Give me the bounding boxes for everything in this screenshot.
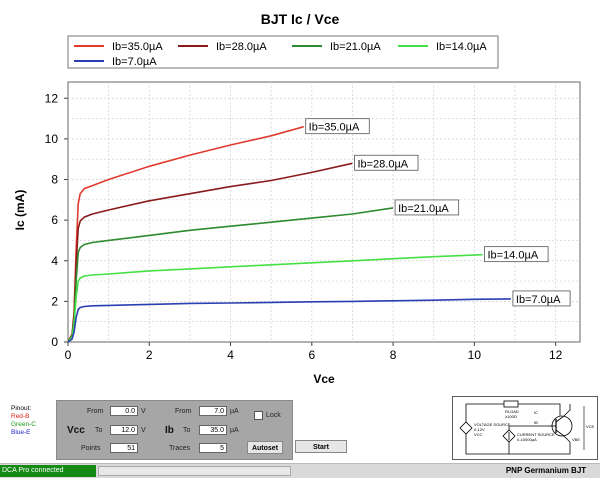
x-tick-label: 4 (227, 348, 234, 362)
x-tick-label: 2 (146, 348, 153, 362)
legend-box (67, 35, 499, 69)
vcc-from-unit: V (141, 408, 146, 415)
legend-entry-2: Ib=28.0µA (216, 41, 267, 53)
y-tick-label: 0 (51, 335, 58, 349)
rload-value-text: ≥100Ω (505, 414, 517, 419)
lock-checkbox[interactable] (254, 411, 263, 420)
series-line-5 (67, 298, 511, 343)
y-tick-label: 10 (45, 132, 59, 146)
y-tick-label: 12 (45, 91, 59, 105)
x-tick-label: 6 (308, 348, 315, 362)
vcc-to-label: To (95, 427, 103, 434)
pinout-title: Pinout: (11, 405, 32, 412)
vcc-to-field[interactable]: 12.0 (110, 425, 138, 435)
x-tick-label: 8 (390, 348, 397, 362)
points-label: Points (81, 445, 101, 452)
start-button[interactable]: Start (295, 440, 347, 453)
traces-field[interactable]: 5 (199, 443, 227, 453)
current-range-text: 0-10000µA (517, 437, 537, 442)
ib-to-label: To (183, 427, 191, 434)
progress-bar (98, 466, 291, 476)
x-tick-label: 12 (549, 348, 563, 362)
device-type: PNP Germanium BJT (505, 466, 587, 475)
series-label-box-2 (354, 154, 419, 171)
x-axis-label: Vce (313, 372, 335, 386)
legend: Ib=35.0µA Ib=28.0µA Ib=21.0µA Ib=14.0µA Ib=7… (74, 41, 487, 68)
lock-label: Lock (266, 412, 281, 419)
points-field[interactable]: 51 (110, 443, 138, 453)
ib-to-unit: µA (230, 427, 239, 434)
series-data-label-3: Ib=21.0µA (398, 203, 449, 215)
x-tick-label: 10 (468, 348, 482, 362)
vce-circuit-text: VCE (586, 424, 595, 429)
series-data-label-4: Ib=14.0µA (487, 250, 538, 262)
legend-entry-1: Ib=35.0µA (112, 41, 163, 53)
y-tick-label: 4 (51, 254, 58, 268)
axes: 0 2 4 6 8 10 12 0 2 4 6 8 10 12 (45, 91, 563, 362)
ib-from-field[interactable]: 7.0 (199, 406, 227, 416)
ib-from-label: From (175, 408, 192, 415)
control-panel: From 0.0 V Vcc To 12.0 V Points 51 From … (56, 400, 293, 460)
pinout-red: Red-B (11, 413, 30, 420)
vcc-to-unit: V (141, 427, 146, 434)
current-source-text: CURRENT SOURCE (517, 432, 555, 437)
series-label-box-1 (305, 118, 370, 135)
circuit-diagram: RLOAD ≥100Ω IC IB VOLTAGE SOURCE 0-12V V… (452, 396, 598, 460)
x-tick-label: 0 (65, 348, 72, 362)
status-bar: DCA Pro connected PNP Germanium BJT (0, 463, 600, 478)
ic-text: IC (534, 410, 538, 415)
pinout-blue: Blue-E (11, 429, 31, 436)
chart-area: BJT Ic / Vce 0 2 4 6 8 10 12 0 2 4 6 8 10 12 Ib=35.0µ… (13, 11, 581, 386)
series-data-label-5: Ib=7.0µA (516, 294, 561, 306)
pinout-green: Green-C (11, 421, 36, 428)
data-series: Ib=35.0µA Ib=28.0µA Ib=21.0µA Ib=14.0µA Ib=7… (67, 118, 571, 343)
chart-title: BJT Ic / Vce (261, 11, 340, 27)
y-tick-label: 6 (51, 213, 58, 227)
autoset-button[interactable]: Autoset (247, 441, 283, 454)
rload-text: RLOAD (505, 409, 519, 414)
vcc-label: Vcc (67, 425, 85, 436)
legend-entry-4: Ib=14.0µA (436, 41, 487, 53)
series-line-4 (67, 253, 483, 343)
series-data-label-1: Ib=35.0µA (309, 122, 360, 134)
vcc-from-field[interactable]: 0.0 (110, 406, 138, 416)
vcc-from-label: From (87, 408, 104, 415)
ib-label: Ib (165, 425, 174, 436)
series-label-box-5 (512, 290, 571, 307)
legend-entry-5: Ib=7.0µA (112, 56, 157, 68)
y-axis-label: Ic (mA) (13, 190, 27, 231)
vcc-circuit-text: VCC (474, 432, 483, 437)
ib-to-field[interactable]: 35.0 (199, 425, 227, 435)
voltage-range-text: 0-12V (474, 427, 485, 432)
ib-from-unit: µA (230, 408, 239, 415)
voltage-source-text: VOLTAGE SOURCE (474, 422, 511, 427)
legend-entry-3: Ib=21.0µA (330, 41, 381, 53)
vbe-text: VBE (572, 437, 580, 442)
series-label-box-4 (484, 246, 549, 263)
y-tick-label: 8 (51, 173, 58, 187)
y-tick-label: 2 (51, 294, 58, 308)
series-data-label-2: Ib=28.0µA (357, 158, 408, 170)
series-label-box-3 (394, 199, 460, 216)
traces-label: Traces (169, 445, 191, 452)
ib-text: IB (534, 420, 538, 425)
connection-status: DCA Pro connected (0, 465, 96, 477)
